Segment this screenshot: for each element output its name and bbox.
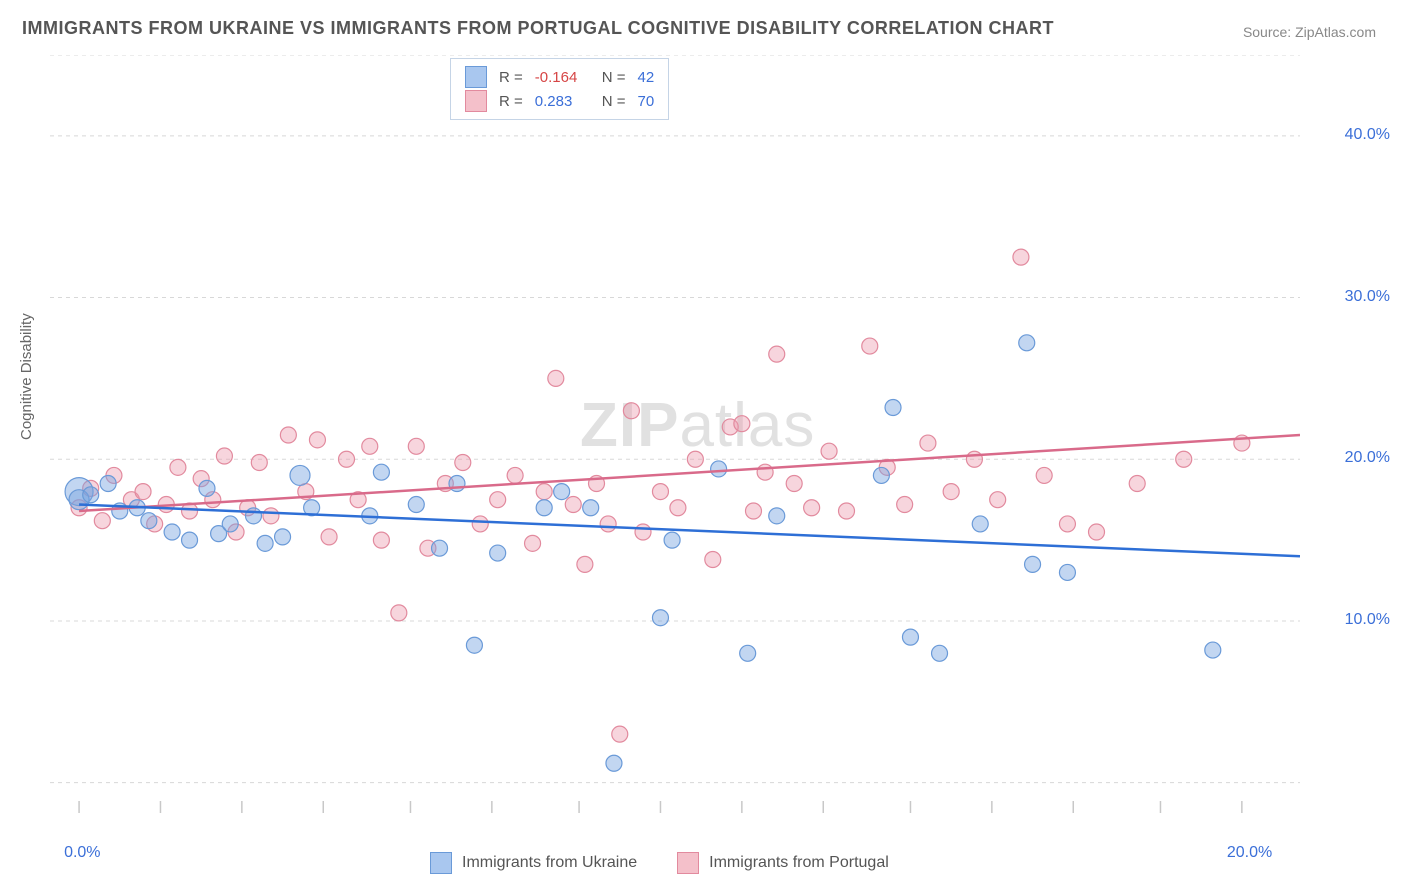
legend-item-series2: Immigrants from Portugal xyxy=(677,852,889,874)
x-tick-label: 0.0% xyxy=(64,844,100,862)
n-label: N = xyxy=(602,93,626,110)
n-value-series2: 70 xyxy=(638,93,655,110)
scatter-plot xyxy=(50,55,1300,815)
n-value-series1: 42 xyxy=(638,69,655,86)
y-axis-label: Cognitive Disability xyxy=(18,313,35,440)
legend-row-series1: R = -0.164 N = 42 xyxy=(465,65,654,89)
n-label: N = xyxy=(602,69,626,86)
r-label: R = xyxy=(499,93,523,110)
swatch-series2 xyxy=(465,90,487,112)
chart-title: IMMIGRANTS FROM UKRAINE VS IMMIGRANTS FR… xyxy=(22,18,1054,39)
series1-label: Immigrants from Ukraine xyxy=(462,854,637,872)
series2-label: Immigrants from Portugal xyxy=(709,854,889,872)
legend-row-series2: R = 0.283 N = 70 xyxy=(465,89,654,113)
r-label: R = xyxy=(499,69,523,86)
r-value-series2: 0.283 xyxy=(535,93,590,110)
legend-item-series1: Immigrants from Ukraine xyxy=(430,852,637,874)
y-tick-label: 10.0% xyxy=(1345,611,1390,629)
source-label: Source: ZipAtlas.com xyxy=(1243,24,1376,40)
series-legend: Immigrants from Ukraine Immigrants from … xyxy=(430,852,889,874)
swatch-series2-icon xyxy=(677,852,699,874)
y-tick-label: 40.0% xyxy=(1345,126,1390,144)
y-tick-label: 30.0% xyxy=(1345,288,1390,306)
correlation-legend: R = -0.164 N = 42 R = 0.283 N = 70 xyxy=(450,58,669,120)
swatch-series1 xyxy=(465,66,487,88)
x-tick-label: 20.0% xyxy=(1227,844,1272,862)
y-tick-label: 20.0% xyxy=(1345,449,1390,467)
r-value-series1: -0.164 xyxy=(535,69,590,86)
swatch-series1-icon xyxy=(430,852,452,874)
